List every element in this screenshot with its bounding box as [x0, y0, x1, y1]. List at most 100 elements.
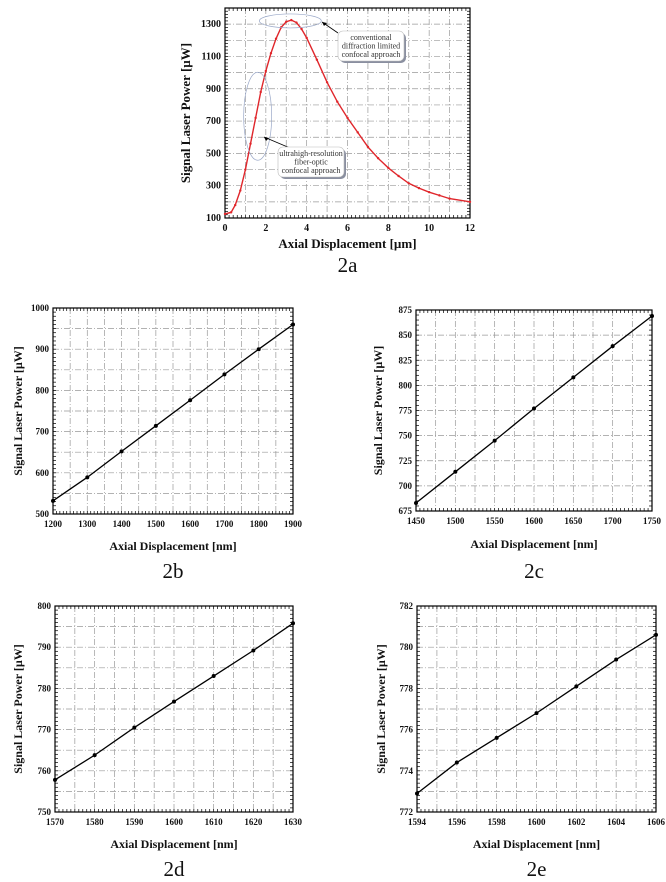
x-tick-label: 1600 [165, 817, 184, 827]
plot-frame [415, 309, 653, 512]
ellipse-peak [258, 13, 322, 29]
y-tick-label: 700 [399, 481, 413, 491]
data-point [291, 322, 295, 327]
data-point [51, 498, 55, 503]
series-line [224, 19, 471, 215]
x-tick-label: 1598 [488, 817, 507, 827]
x-tick-label: 1610 [205, 817, 224, 827]
y-tick-label: 100 [206, 213, 221, 224]
data-point [315, 58, 319, 61]
data-point [532, 406, 536, 411]
x-tick-label: 1600 [528, 817, 547, 827]
y-tick-label: 760 [38, 766, 52, 776]
x-tick-label: 1550 [486, 516, 505, 526]
data-point [417, 186, 421, 190]
annotation-arrow [263, 136, 291, 149]
x-tick-label: 4 [304, 223, 309, 234]
data-point [614, 657, 619, 662]
data-point [448, 197, 451, 200]
data-point [211, 674, 216, 679]
data-point [172, 699, 176, 704]
data-point [610, 344, 615, 349]
y-tick-label: 700 [36, 427, 50, 437]
annotation-box [277, 146, 345, 178]
x-tick-label: 12 [465, 223, 475, 234]
data-point [92, 753, 97, 758]
x-tick-label: 1630 [284, 817, 303, 827]
y-tick-label: 700 [206, 116, 221, 127]
y-tick-label: 770 [38, 725, 52, 735]
data-point [188, 398, 193, 403]
plot-frame [52, 307, 294, 515]
x-tick-label: 1450 [407, 516, 426, 526]
data-point [53, 777, 57, 782]
data-point [376, 157, 380, 160]
data-point [244, 168, 247, 171]
data-point [415, 791, 419, 796]
data-point [492, 438, 497, 443]
x-tick-label: 1580 [86, 817, 105, 827]
x-tick-label: 1594 [408, 817, 427, 827]
x-tick-label: 2 [263, 223, 268, 234]
data-point [407, 182, 410, 185]
data-point [438, 194, 441, 197]
data-point [222, 372, 227, 377]
plot-frame [224, 7, 471, 219]
data-point [249, 142, 252, 145]
x-tick-label: 1600 [525, 516, 544, 526]
data-point [119, 449, 124, 454]
arrowhead-icon [322, 22, 327, 26]
x-axis-label: Axial Displacement [µm] [278, 236, 416, 251]
y-tick-label: 750 [38, 807, 52, 817]
data-point [251, 648, 256, 653]
y-tick-label: 790 [38, 642, 52, 652]
x-tick-label: 1700 [215, 519, 234, 529]
y-tick-label: 675 [399, 506, 413, 516]
y-tick-label: 500 [36, 509, 50, 519]
panel-label: 2e [527, 857, 547, 881]
data-point [387, 166, 390, 170]
y-tick-label: 875 [399, 305, 413, 315]
grid [53, 308, 293, 514]
data-point [256, 347, 261, 352]
data-point [346, 116, 349, 120]
chart-2a: 0 2 4 6 8 10 12 100 300 500 700 900 1100 1300 Axial Di… [178, 7, 475, 277]
data-point [290, 18, 293, 22]
data-point [571, 375, 576, 380]
annotation-text: confocal approach [342, 50, 401, 59]
x-tick-label: 1700 [604, 516, 623, 526]
data-point [574, 684, 579, 689]
x-axis-label: Axial Displacement [nm] [473, 837, 600, 851]
x-tick-label: 1500 [446, 516, 465, 526]
x-tick-label: 1300 [78, 519, 97, 529]
y-tick-label: 778 [400, 683, 414, 693]
data-point [414, 500, 418, 505]
y-axis-label: Signal Laser Power [µW] [11, 644, 25, 773]
y-tick-label: 600 [36, 468, 50, 478]
y-tick-label: 780 [400, 642, 414, 652]
y-tick-label: 776 [400, 725, 414, 735]
y-tick-label: 775 [399, 406, 413, 416]
x-tick-label: 1650 [564, 516, 583, 526]
data-point [300, 27, 303, 31]
x-tick-label: 1800 [250, 519, 269, 529]
data-point [223, 212, 227, 216]
data-point [295, 21, 298, 24]
data-point [453, 469, 458, 474]
data-point [305, 36, 308, 40]
annotation-text: ultrahigh-resolution [279, 149, 343, 158]
y-tick-label: 800 [38, 601, 52, 611]
data-point [366, 145, 370, 149]
x-tick-label: 1606 [647, 817, 666, 827]
x-tick-label: 10 [424, 223, 434, 234]
series-line [52, 323, 294, 502]
x-tick-label: 1604 [607, 817, 626, 827]
x-tick-label: 0 [223, 223, 228, 234]
data-point [254, 116, 257, 120]
data-point [259, 90, 262, 94]
panel-label: 2d [164, 857, 186, 881]
panel-label: 2c [524, 559, 544, 583]
data-point [132, 725, 137, 730]
data-point [325, 81, 329, 84]
